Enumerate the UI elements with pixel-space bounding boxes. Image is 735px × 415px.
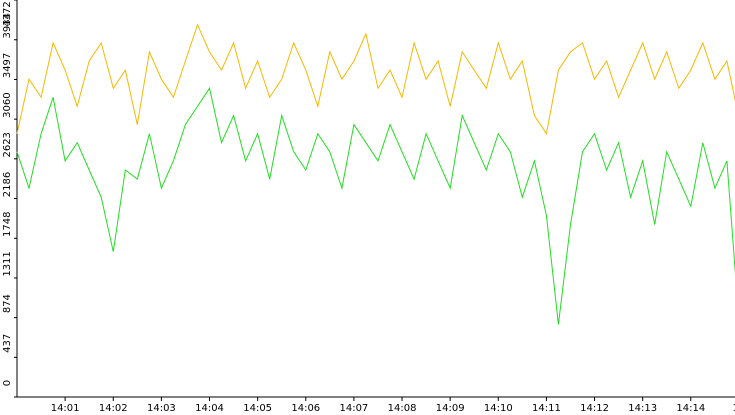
x-tick-label: 14:09 [436,403,465,414]
x-tick-label: 14:05 [243,403,272,414]
y-tick-label: 3934 [2,13,13,38]
x-tick-label: 14:08 [388,403,417,414]
y-tick-label: 874 [2,294,13,313]
series-line [16,87,735,325]
series-line [16,23,735,136]
y-tick-label: 4372 [2,1,13,26]
y-tick-label: 2623 [2,132,13,157]
y-tick-label: 3497 [2,53,13,78]
x-tick-label: 14:02 [99,403,128,414]
y-tick-label: 2186 [2,172,13,197]
y-tick-label: 437 [2,334,13,353]
x-tick-label: 14:01 [51,403,80,414]
x-tick-label: 14:04 [195,403,224,414]
x-tick-label: 14:11 [532,403,561,414]
y-tick-label: 0 [2,380,13,386]
x-tick-label: 14:03 [147,403,176,414]
x-tick-label: 14:10 [484,403,513,414]
y-tick-label: 3060 [2,92,13,117]
x-tick-label: 14:06 [291,403,320,414]
x-tick-label: 14:07 [339,403,368,414]
x-tick-label: 14:12 [580,403,609,414]
x-tick-label: 14:13 [628,403,657,414]
y-tick-label: 1311 [2,251,13,276]
x-tick-label: 14:14 [676,403,705,414]
x-tick-label: 14 [733,403,735,414]
y-tick-label: 1748 [2,212,13,237]
